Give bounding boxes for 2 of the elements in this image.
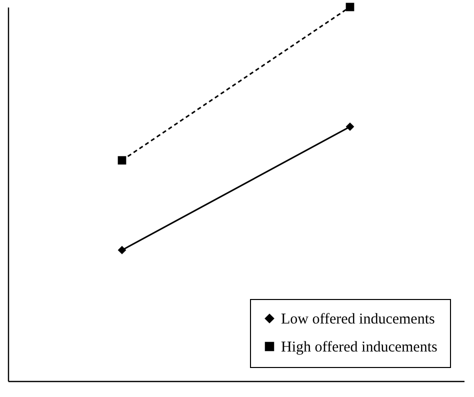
legend-label: Low offered inducements [281, 312, 435, 328]
legend-label: High offered inducements [281, 340, 438, 356]
